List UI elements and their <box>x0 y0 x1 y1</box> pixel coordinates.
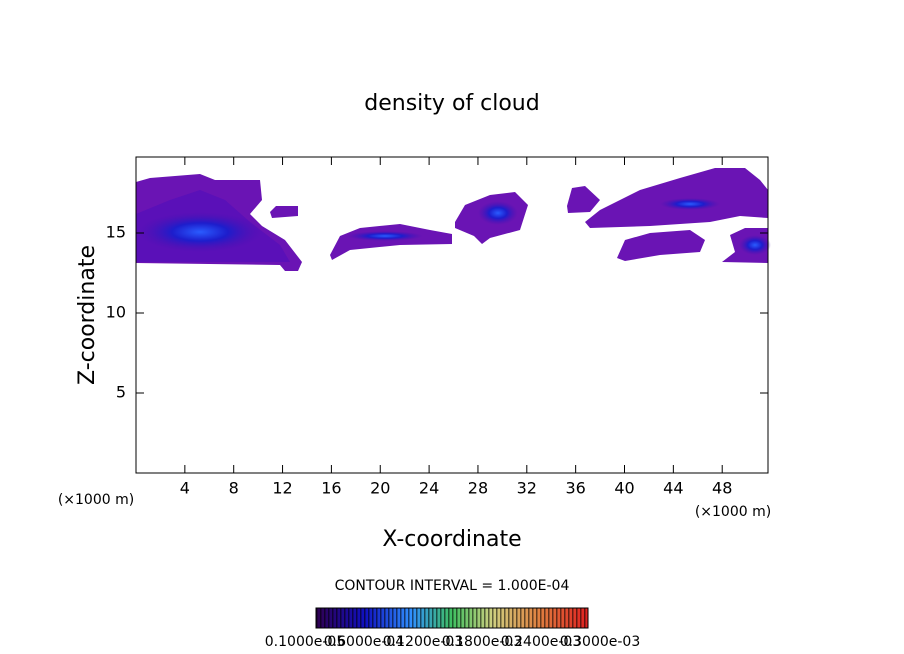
x-tick-label: 32 <box>517 479 537 498</box>
colorbar-label: 0.1200e-03 <box>383 634 463 650</box>
y-tick-label: 15 <box>106 223 126 242</box>
x-tick-label: 36 <box>565 479 585 498</box>
x-tick-label: 20 <box>370 479 390 498</box>
x-tick-label: 16 <box>321 479 341 498</box>
x-tick-label: 24 <box>419 479 439 498</box>
y-tick-label: 5 <box>116 383 126 402</box>
x-unit-label: (×1000 m) <box>695 504 771 520</box>
contour-field <box>136 168 771 271</box>
plot-frame <box>135 156 769 474</box>
x-tick-label: 48 <box>712 479 732 498</box>
contour-interval: CONTOUR INTERVAL = 1.000E-04 <box>335 578 570 594</box>
x-tick-label: 4 <box>180 479 190 498</box>
y-tick-label: 10 <box>106 303 126 322</box>
colorbar-label: 0.2400e-03 <box>501 634 581 650</box>
colorbar-label: 0.6000e-04 <box>324 634 405 650</box>
colorbar <box>315 607 589 629</box>
colorbar-label: 0.1800e-03 <box>442 634 522 650</box>
x-tick-label: 44 <box>663 479 683 498</box>
colorbar-label: 0.3000e-03 <box>560 634 640 650</box>
x-tick-label: 8 <box>229 479 239 498</box>
y-axis-label: Z-coordinate <box>75 245 100 385</box>
x-axis-label: X-coordinate <box>382 527 521 552</box>
x-unit-label: (×1000 m) <box>58 492 134 508</box>
chart-title: density of cloud <box>364 91 539 116</box>
x-tick-label: 28 <box>468 479 488 498</box>
colorbar-label: 0.1000e-05 <box>265 634 345 650</box>
x-tick-label: 12 <box>272 479 292 498</box>
x-tick-label: 40 <box>614 479 634 498</box>
